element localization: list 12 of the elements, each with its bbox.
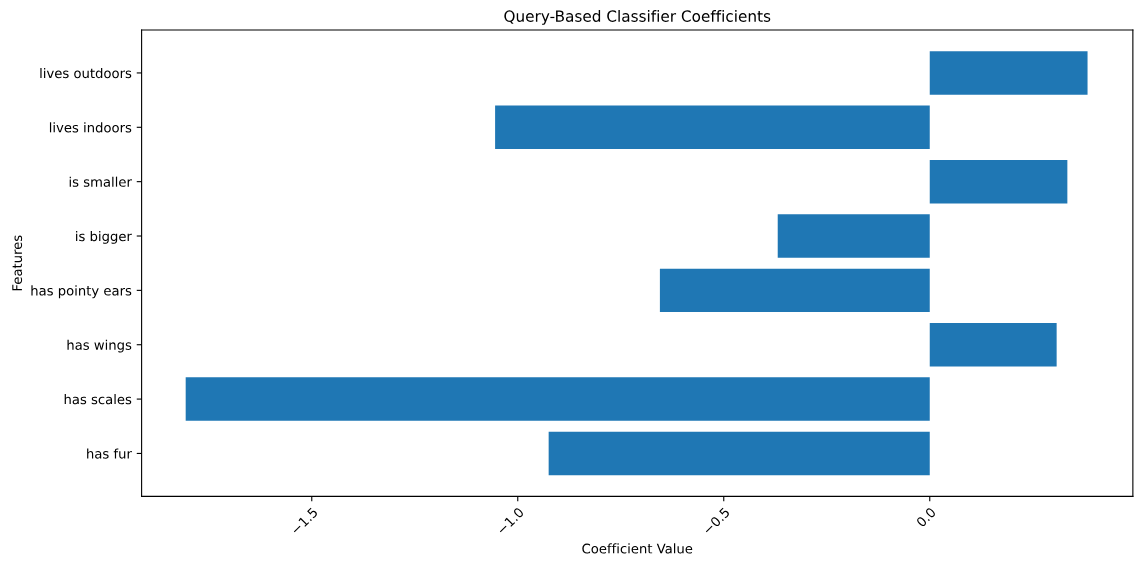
y-tick-label: has fur (87, 448, 132, 459)
y-tick-label: has pointy ears (31, 285, 132, 299)
y-tick-label: lives indoors (49, 122, 132, 133)
y-tick-label: has wings (67, 339, 132, 353)
x-axis-title: Coefficient Value (582, 543, 693, 554)
x-tick-label: 0.0 (915, 506, 937, 528)
y-axis-title: Features (12, 235, 23, 291)
y-tick-label: has scales (64, 394, 132, 405)
y-tick-label: is bigger (76, 231, 132, 244)
y-tick-label: is smaller (69, 176, 132, 187)
y-tick-label: lives outdoors (40, 67, 132, 79)
chart-title: Query-Based Classifier Coefficients (504, 10, 771, 25)
